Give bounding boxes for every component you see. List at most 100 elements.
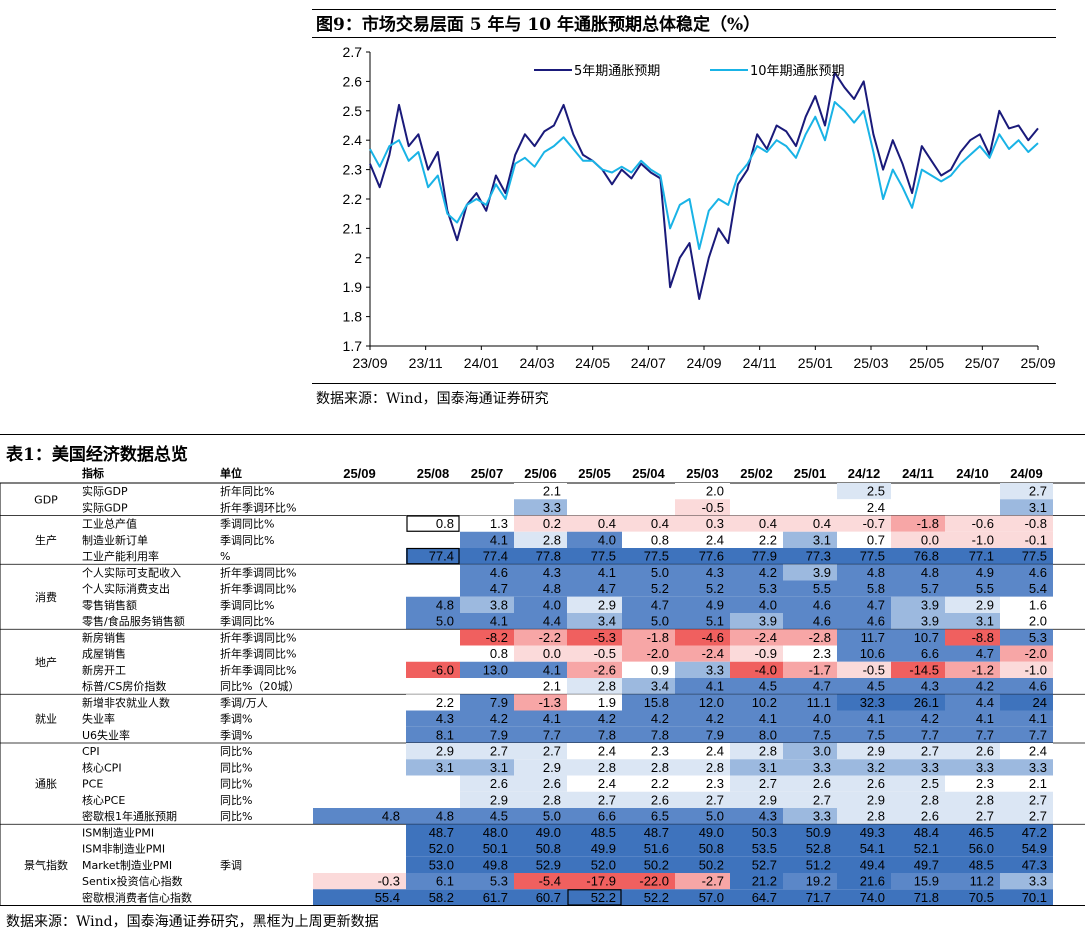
cell-shade bbox=[406, 726, 460, 743]
cell-value: 71.7 bbox=[806, 890, 831, 905]
cell-value: 3.8 bbox=[490, 597, 508, 612]
cell-value: 50.2 bbox=[699, 857, 724, 872]
cell-shade bbox=[675, 629, 730, 646]
cell-value: 52.2 bbox=[591, 890, 616, 905]
cell-value: 3.3 bbox=[1029, 760, 1047, 775]
cell-shade bbox=[514, 596, 567, 613]
cell-shade bbox=[567, 645, 622, 662]
row-unit: 季调同比% bbox=[220, 518, 274, 531]
cell-shade bbox=[406, 596, 460, 613]
cell-value: 58.2 bbox=[429, 890, 454, 905]
cell-value: -0.5 bbox=[594, 646, 616, 661]
cell-value: 50.2 bbox=[644, 857, 669, 872]
cell-value: 7.7 bbox=[543, 727, 561, 742]
cell-value: 13.0 bbox=[483, 662, 508, 677]
cell-value: 0.4 bbox=[651, 516, 669, 531]
cell-value: 0.8 bbox=[490, 646, 508, 661]
cell-value: 7.5 bbox=[867, 727, 885, 742]
cell-value: 57.0 bbox=[699, 890, 724, 905]
cell-value: 49.4 bbox=[860, 857, 885, 872]
cell-shade bbox=[945, 678, 1000, 695]
cell-value: 3.9 bbox=[813, 565, 831, 580]
cell-shade bbox=[460, 531, 514, 548]
cell-value: 4.2 bbox=[598, 711, 616, 726]
cell-shade bbox=[783, 645, 837, 662]
cell-shade bbox=[460, 856, 514, 873]
cell-shade bbox=[730, 564, 783, 581]
cell-value: -4.6 bbox=[702, 630, 724, 645]
cell-shade bbox=[730, 873, 783, 890]
cell-value: 51.6 bbox=[644, 841, 669, 856]
cell-value: 60.7 bbox=[536, 890, 561, 905]
cell-shade bbox=[837, 775, 891, 792]
y-tick-label: 2.5 bbox=[343, 103, 363, 119]
cell-value: 76.8 bbox=[914, 549, 939, 564]
cell-value: 52.1 bbox=[914, 841, 939, 856]
cell-value: 49.7 bbox=[914, 857, 939, 872]
cell-shade bbox=[567, 808, 622, 825]
cell-value: 10.7 bbox=[914, 630, 939, 645]
cell-shade bbox=[1000, 531, 1053, 548]
cell-shade bbox=[891, 759, 945, 776]
figure-bottom-rule bbox=[312, 383, 1056, 384]
cell-shade bbox=[514, 824, 567, 841]
cell-value: 77.5 bbox=[644, 549, 669, 564]
cell-value: 3.1 bbox=[490, 760, 508, 775]
cell-value: 4.2 bbox=[706, 711, 724, 726]
cell-shade bbox=[945, 759, 1000, 776]
header-month: 25/01 bbox=[794, 466, 827, 481]
cell-shade bbox=[675, 726, 730, 743]
cell-shade bbox=[1000, 564, 1053, 581]
row-unit: 季调同比% bbox=[220, 599, 274, 612]
cell-shade bbox=[1000, 808, 1053, 825]
cell-shade bbox=[567, 889, 622, 906]
x-tick-label: 25/05 bbox=[909, 355, 944, 371]
cell-shade bbox=[783, 856, 837, 873]
cell-shade bbox=[406, 613, 460, 630]
cell-value: -2.6 bbox=[594, 662, 616, 677]
cell-shade bbox=[567, 596, 622, 613]
cell-value: -2.0 bbox=[647, 646, 669, 661]
cell-value: 2.0 bbox=[706, 484, 724, 499]
cell-shade bbox=[406, 743, 460, 760]
row-indicator: 成屋销售 bbox=[82, 647, 126, 661]
cell-shade bbox=[460, 726, 514, 743]
table-title: 表1：美国经济数据总览 bbox=[6, 445, 188, 465]
cell-value: 4.2 bbox=[651, 711, 669, 726]
cell-shade bbox=[1000, 759, 1053, 776]
y-tick-label: 2.6 bbox=[343, 73, 363, 89]
cell-value: 5.3 bbox=[1029, 630, 1047, 645]
cell-value: 49.0 bbox=[699, 825, 724, 840]
cell-value: 4.5 bbox=[490, 809, 508, 824]
cell-value: 3.3 bbox=[706, 662, 724, 677]
cell-shade bbox=[622, 613, 675, 630]
cell-value: 8.1 bbox=[436, 727, 454, 742]
x-tick-label: 25/01 bbox=[798, 355, 833, 371]
cell-shade bbox=[783, 710, 837, 727]
cell-value: 51.2 bbox=[806, 857, 831, 872]
cell-value: 19.2 bbox=[806, 874, 831, 889]
cell-shade bbox=[783, 613, 837, 630]
cell-value: 2.8 bbox=[598, 679, 616, 694]
cell-value: 2.6 bbox=[813, 776, 831, 791]
cell-shade bbox=[567, 710, 622, 727]
cell-shade bbox=[514, 726, 567, 743]
cell-shade bbox=[837, 710, 891, 727]
cell-value: 4.8 bbox=[382, 809, 400, 824]
cell-shade bbox=[730, 515, 783, 532]
cell-shade bbox=[945, 710, 1000, 727]
cell-shade bbox=[783, 743, 837, 760]
cell-shade bbox=[891, 856, 945, 873]
cell-shade bbox=[460, 596, 514, 613]
cell-value: 50.8 bbox=[536, 841, 561, 856]
cell-value: 2.8 bbox=[976, 792, 994, 807]
cell-shade bbox=[945, 873, 1000, 890]
cell-shade bbox=[406, 889, 460, 906]
cell-value: 53.0 bbox=[429, 857, 454, 872]
cell-shade bbox=[514, 531, 567, 548]
cell-shade bbox=[675, 743, 730, 760]
cell-value: 4.1 bbox=[543, 711, 561, 726]
cell-value: 15.8 bbox=[644, 695, 669, 710]
cell-value: 2.5 bbox=[921, 776, 939, 791]
cell-value: 2.7 bbox=[1029, 484, 1047, 499]
